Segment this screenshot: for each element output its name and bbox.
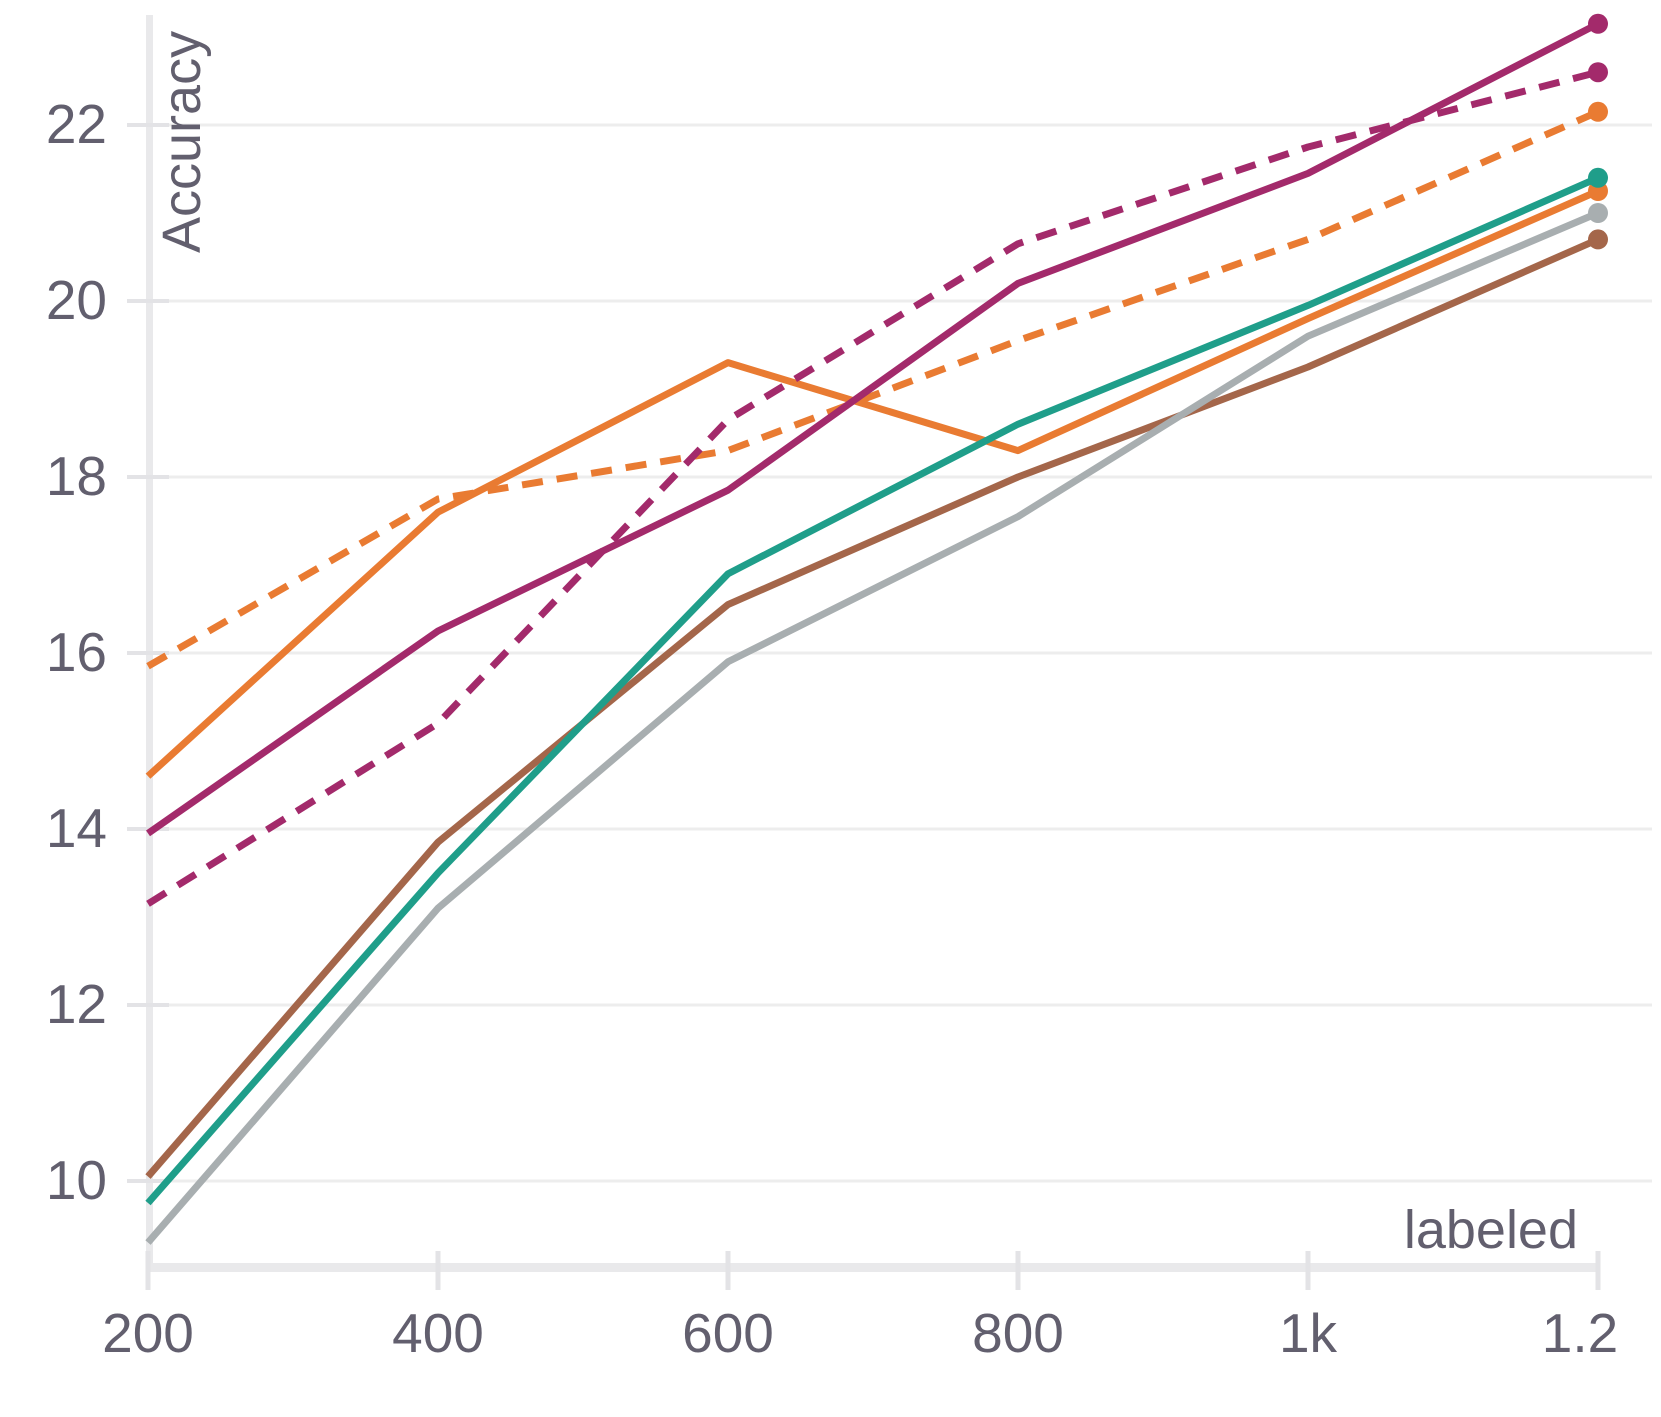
series-line-magenta-solid — [145, 20, 1600, 837]
series-end-marker-orange-dashed — [1588, 101, 1608, 122]
x-tick-label-1k: 1k — [1279, 1302, 1338, 1364]
series-line-gray-solid — [145, 209, 1600, 1245]
gridlines — [150, 123, 1652, 1183]
series-line-brown-solid — [145, 236, 1600, 1179]
y-axis-title: Accuracy — [152, 31, 212, 253]
series-lines — [145, 13, 1608, 1245]
axes — [127, 15, 1601, 1290]
series-line-teal-solid — [145, 174, 1600, 1206]
y-axis-spine — [146, 15, 153, 1272]
axis-tick-labels: 10 12 14 16 18 20 22 200 400 600 800 1k 1.2 — [46, 93, 1618, 1364]
x-tick-label-800: 800 — [972, 1302, 1064, 1364]
x-tick-label-1.2: 1.2 — [1542, 1302, 1618, 1364]
series-end-marker-teal-solid — [1588, 167, 1608, 188]
x-axis-line — [146, 1263, 1600, 1272]
y-tick-label-14: 14 — [46, 797, 107, 859]
series-line-orange-solid — [145, 187, 1600, 779]
series-end-marker-gray-solid — [1588, 203, 1608, 223]
series-end-marker-magenta-dashed — [1588, 62, 1608, 83]
x-tick-label-200: 200 — [102, 1302, 194, 1364]
y-tick-label-16: 16 — [46, 621, 107, 683]
series-line-magenta-dashed — [146, 68, 1599, 907]
y-tick-label-20: 20 — [46, 269, 107, 331]
x-axis-title: labeled — [1404, 1200, 1578, 1260]
y-tick-label-10: 10 — [46, 1149, 107, 1211]
x-tick-label-400: 400 — [392, 1302, 484, 1364]
series-line-orange-dashed — [146, 108, 1600, 670]
y-tick-label-12: 12 — [46, 973, 107, 1035]
y-tick-label-22: 22 — [46, 93, 107, 155]
series-end-marker-magenta-solid — [1588, 13, 1608, 34]
x-tick-label-600: 600 — [682, 1302, 774, 1364]
y-tick-label-18: 18 — [46, 445, 107, 507]
series-end-marker-brown-solid — [1588, 229, 1608, 250]
